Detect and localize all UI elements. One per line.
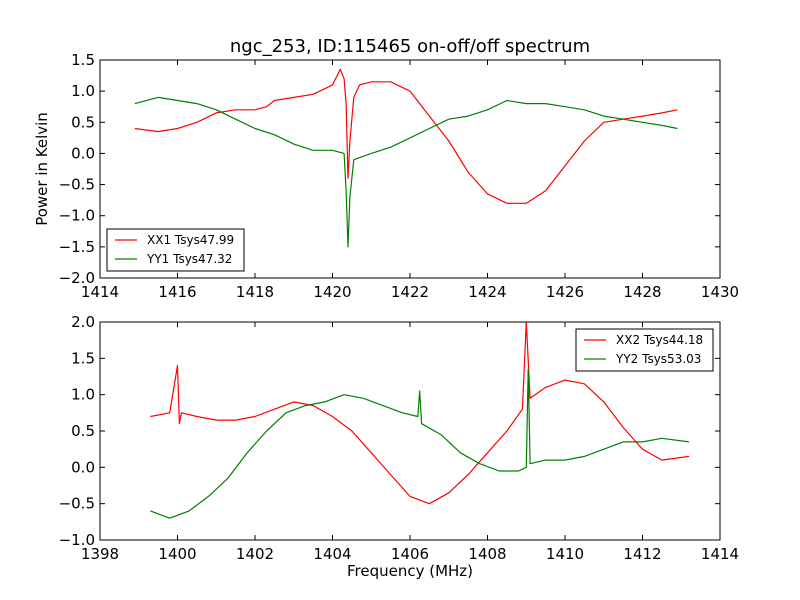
series-line-top-0 [134,68,678,204]
legend-label-top-0: XX1 Tsys47.99 [147,233,234,247]
chart-title-top: ngc_253, ID:115465 on-off/off spectrum [230,36,590,57]
y-tick-label-bottom: 1.0 [71,386,95,404]
legend-top: XX1 Tsys47.99 YY1 Tsys47.32 [106,228,245,272]
y-tick-label-top: 1.5 [71,51,95,69]
series-line-bottom-1 [150,368,690,519]
plot-bottom: 1398 1400 1402 1404 1406 1408 1410 1412 1414 −1.0… [59,313,740,563]
x-tick-label-bottom: 1404 [313,545,351,563]
y-axis-label-top: Power in Kelvin [33,112,51,226]
y-tick-label-top: 0.0 [71,144,95,162]
y-tick-label-top: −1.0 [59,207,95,225]
y-tick-label-bottom: 0.0 [71,458,95,476]
x-axis-label-bottom: Frequency (MHz) [347,562,473,580]
x-tick-label-top: 1420 [313,283,351,301]
y-tick-label-bottom: 0.5 [71,422,95,440]
y-tick-label-top: −2.0 [59,269,95,287]
y-tick-label-bottom: 2.0 [71,313,95,331]
x-tick-label-bottom: 1398 [81,545,119,563]
y-tick-label-bottom: −1.0 [59,531,95,549]
x-tick-label-bottom: 1414 [701,545,739,563]
x-tick-label-top: 1426 [546,283,584,301]
x-tick-label-bottom: 1402 [236,545,274,563]
x-tick-label-bottom: 1412 [623,545,661,563]
legend-box-top [106,228,245,272]
series-group-bottom [150,322,690,519]
x-tick-label-top: 1424 [468,283,506,301]
legend-box-bottom [575,328,714,372]
series-line-top-1 [134,96,678,248]
x-tick-label-top: 1418 [236,283,274,301]
y-tick-label-top: −0.5 [59,176,95,194]
y-tick-label-bottom: 1.5 [71,349,95,367]
legend-label-bottom-0: XX2 Tsys44.18 [616,333,703,347]
y-tick-label-top: 0.5 [71,113,95,131]
x-tick-label-top: 1416 [158,283,196,301]
y-tick-label-top: 1.0 [71,82,95,100]
x-tick-label-top: 1422 [391,283,429,301]
y-tick-label-top: −1.5 [59,238,95,256]
x-tick-label-top: 1430 [701,283,739,301]
legend-label-top-1: YY1 Tsys47.32 [146,252,232,266]
legend-bottom: XX2 Tsys44.18 YY2 Tsys53.03 [575,328,714,372]
x-tick-label-bottom: 1406 [391,545,429,563]
x-tick-label-bottom: 1408 [468,545,506,563]
x-tick-label-top: 1428 [623,283,661,301]
x-tick-label-bottom: 1410 [546,545,584,563]
plot-top: 1414 1416 1418 1420 1422 1424 1426 1428 1430 −2.0… [59,51,740,301]
series-line-bottom-0 [150,322,690,505]
series-group-top [134,68,678,248]
x-tick-label-top: 1414 [81,283,119,301]
x-tick-label-bottom: 1400 [158,545,196,563]
legend-label-bottom-1: YY2 Tsys53.03 [615,352,701,366]
y-tick-label-bottom: −0.5 [59,495,95,513]
